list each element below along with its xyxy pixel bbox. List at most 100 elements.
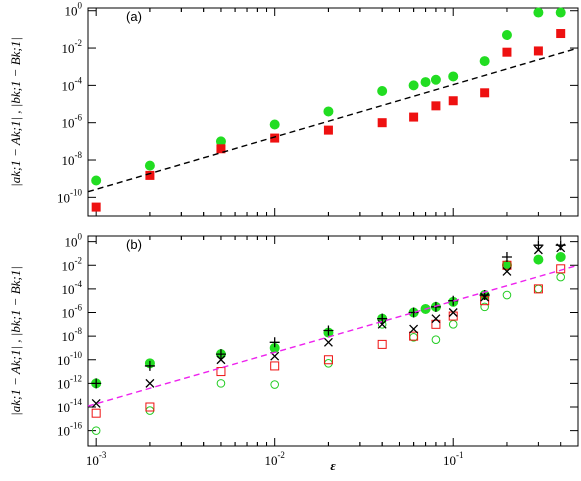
point	[533, 46, 543, 56]
point	[91, 408, 101, 418]
point	[556, 29, 566, 39]
tick-base: 10	[62, 78, 75, 93]
point	[270, 361, 280, 371]
tick-base: 10	[57, 353, 70, 368]
fit-line	[87, 264, 579, 407]
panel-label: (b)	[126, 237, 142, 252]
point	[216, 367, 226, 377]
point	[91, 202, 101, 212]
point	[502, 47, 512, 57]
tick-base: 10	[62, 153, 75, 168]
tick-exponent: -14	[70, 397, 82, 407]
tick-label: 10-4	[62, 75, 83, 93]
point	[480, 88, 490, 98]
point	[323, 355, 333, 365]
point	[323, 325, 334, 336]
tick-label: 10-8	[62, 326, 83, 344]
point	[501, 30, 512, 41]
point	[534, 284, 543, 294]
tick-exponent: -3	[99, 450, 107, 460]
tick-base: 10	[65, 235, 78, 250]
tick-label: 10-16	[57, 421, 82, 439]
tick-exponent: -16	[70, 421, 82, 431]
tick-label: 10-2	[264, 450, 285, 468]
point	[556, 272, 565, 282]
tick-base: 10	[62, 41, 75, 56]
point	[215, 349, 226, 360]
tick-exponent: -6	[75, 113, 83, 123]
tick-label: 10-4	[62, 279, 83, 297]
point	[377, 118, 387, 128]
point	[555, 7, 566, 18]
tick-base: 10	[57, 376, 70, 391]
tick-label: 10-10	[57, 350, 82, 368]
point	[144, 160, 155, 171]
point	[430, 74, 441, 85]
tick-exponent: 0	[78, 1, 83, 11]
point	[533, 254, 544, 265]
point	[448, 71, 459, 82]
point	[479, 56, 490, 67]
tick-exponent: -4	[75, 279, 83, 289]
point	[448, 320, 458, 329]
tick-label: 100	[65, 1, 83, 19]
tick-label: 10-2	[62, 255, 83, 273]
point	[556, 264, 566, 274]
point	[480, 302, 489, 312]
point	[323, 337, 333, 347]
point	[501, 252, 512, 263]
tick-exponent: -10	[70, 187, 82, 197]
y-axis-label: |ak;1 − Ak;1| , |bk;1 − Bk;1|	[8, 266, 23, 416]
point	[377, 85, 388, 96]
point	[502, 266, 512, 276]
point	[145, 402, 155, 412]
point	[533, 240, 544, 251]
tick-base: 10	[62, 116, 75, 131]
point	[408, 80, 419, 91]
tick-label: 100	[65, 232, 83, 250]
point	[145, 170, 155, 180]
point	[502, 290, 512, 300]
tick-exponent: -8	[75, 150, 83, 160]
tick-label: 10-3	[86, 450, 107, 468]
tick-exponent: -8	[75, 326, 83, 336]
y-axis-label: |ak;1 − Ak;1| , |bk;1 − Bk;1|	[8, 37, 23, 187]
point	[216, 379, 226, 388]
point	[91, 426, 101, 435]
tick-exponent: 0	[78, 232, 83, 242]
tick-exponent: -2	[75, 38, 83, 48]
tick-base: 10	[86, 453, 99, 468]
point	[409, 331, 419, 341]
point	[323, 125, 333, 135]
tick-label: 10-6	[62, 303, 83, 321]
x-axis-label: ε	[330, 458, 336, 473]
fit-line	[87, 47, 579, 193]
point	[216, 144, 226, 154]
tick-exponent: -10	[70, 350, 82, 360]
tick-label: 10-12	[57, 373, 82, 391]
point	[145, 378, 155, 388]
point	[431, 101, 441, 111]
point	[533, 7, 544, 18]
point	[144, 360, 155, 371]
point	[409, 112, 419, 122]
point	[448, 308, 458, 317]
tick-exponent: -6	[75, 303, 83, 313]
tick-base: 10	[443, 453, 456, 468]
tick-base: 10	[62, 282, 75, 297]
point	[323, 106, 334, 117]
tick-base: 10	[65, 4, 78, 19]
tick-base: 10	[57, 424, 70, 439]
tick-exponent: -2	[277, 450, 285, 460]
point	[269, 119, 280, 130]
point	[430, 301, 441, 312]
point	[91, 175, 102, 186]
tick-base: 10	[62, 329, 75, 344]
tick-exponent: -12	[70, 373, 82, 383]
point	[431, 335, 441, 344]
tick-label: 10-8	[62, 150, 83, 168]
tick-label: 10-6	[62, 113, 83, 131]
plot-frame	[87, 7, 579, 217]
point	[91, 378, 102, 389]
